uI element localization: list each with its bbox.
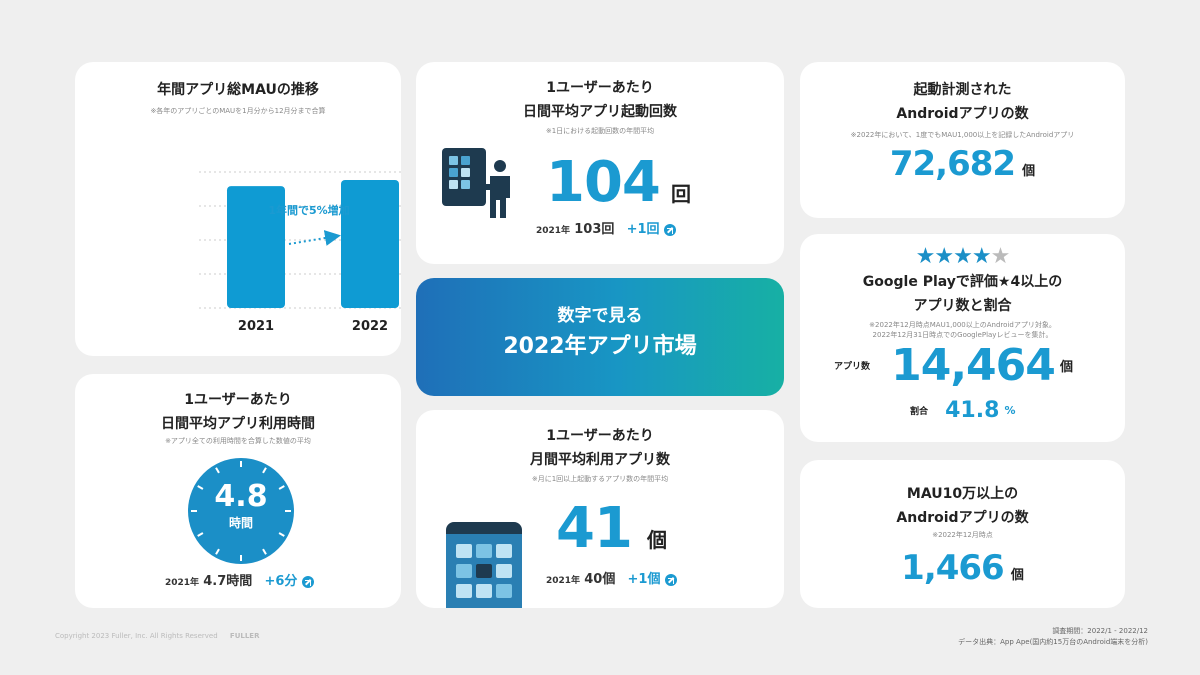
clock-tick [278, 532, 285, 537]
fuller-logo: FULLER [229, 632, 260, 640]
launches-value: 104 [546, 150, 661, 215]
android-launched-note: ※2022年において、1度でもMAU1,000以上を記録したAndroidアプリ [850, 131, 1075, 139]
launches-prev-year: 2021年 [536, 226, 571, 236]
launches-value-row: 104 回 [546, 150, 766, 215]
launches-title-2: 日間平均アプリ起動回数 [523, 104, 677, 120]
star-filled-icon: ★ [953, 244, 973, 269]
star-empty-icon: ★ [990, 244, 1011, 269]
android-launched-value: 72,682 [889, 144, 1016, 184]
monthly-prev-year: 2021年 [546, 576, 581, 586]
android-launched-title-2: Androidアプリの数 [896, 106, 1029, 122]
usage-time-card: 1ユーザーあたり 日間平均アプリ利用時間 ※アプリ全ての利用時間を合算した数値の… [75, 374, 401, 608]
clock-tick [197, 532, 204, 537]
launches-delta: +1回 [626, 222, 660, 237]
rating-card: ★★★★★ Google Playで評価★4以上の アプリ数と割合 ※2022年… [800, 234, 1125, 442]
data-source: データ出典：App Ape(国内約15万台のAndroid端末を分析) [958, 638, 1148, 646]
footer-copyright: Copyright 2023 Fuller, Inc. All Rights R… [55, 632, 259, 640]
star-filled-icon: ★ [934, 244, 954, 269]
rating-title-1: Google Playで評価★4以上の [862, 274, 1063, 290]
bar-2021 [227, 186, 285, 308]
rating-count-unit: 個 [1060, 360, 1074, 375]
monthly-apps-card: 1ユーザーあたり 月間平均利用アプリ数 ※月に1回以上起動するアプリ数の年間平均… [416, 410, 784, 608]
monthly-title-1: 1ユーザーあたり [546, 428, 654, 444]
usage-prev-value: 4.7時間 [203, 574, 253, 589]
rating-count-row: アプリ数 14,464 個 [834, 340, 1073, 391]
mau100k-card: MAU10万以上の Androidアプリの数 ※2022年12月時点 1,466… [800, 460, 1125, 608]
launches-compare: 2021年 103回 +1回 [536, 218, 676, 237]
rating-count-label: アプリ数 [834, 362, 871, 372]
rating-stars: ★★★★★ [800, 246, 1125, 268]
mau100k-title-1: MAU10万以上の [906, 486, 1019, 502]
app-grid-icon [446, 522, 522, 608]
banner-line-1: 数字で見る [557, 306, 643, 326]
usage-value: 4.8 [214, 479, 268, 514]
usage-note: ※アプリ全ての利用時間を合算した数値の平均 [165, 437, 311, 445]
summary-banner: 数字で見る 2022年アプリ市場 [416, 278, 784, 396]
clock-tick [197, 485, 204, 490]
footer-meta: 調査期間：2022/1 - 2022/12 データ出典：App Ape(国内約1… [958, 626, 1148, 648]
usage-title-1: 1ユーザーあたり [184, 392, 292, 408]
monthly-value: 41 [556, 496, 633, 561]
up-arrow-icon [664, 573, 677, 586]
monthly-value-row: 41 個 [556, 496, 667, 561]
mau-note: ※各年のアプリごとのMAUを1月分から12月分まで合算 [150, 107, 326, 115]
android-launched-value-row: 72,682 個 [800, 144, 1125, 184]
android-launched-card: 起動計測された Androidアプリの数 ※2022年において、1度でもMAU1… [800, 62, 1125, 218]
banner-line-2: 2022年アプリ市場 [503, 334, 697, 359]
rating-note-1: ※2022年12月時点MAU1,000以上のAndroidアプリ対象。 [869, 321, 1056, 329]
monthly-note: ※月に1回以上起動するアプリ数の年間平均 [531, 475, 669, 483]
launches-note: ※1日における起動回数の年間平均 [545, 127, 655, 135]
tablet-person-icon [442, 148, 510, 218]
rating-ratio: 41.8 [945, 398, 1000, 423]
usage-title-2: 日間平均アプリ利用時間 [161, 416, 315, 432]
clock-icon: 4.8 時間 [188, 458, 294, 564]
clock-tick [278, 485, 285, 490]
rating-note-2: 2022年12月31日時点でのGooglePlayレビューを集計。 [872, 331, 1053, 339]
clock-tick [262, 467, 267, 474]
android-launched-title-1: 起動計測された [913, 82, 1012, 98]
monthly-unit: 個 [647, 528, 668, 552]
mau100k-value: 1,466 [901, 548, 1005, 588]
clock-tick [215, 548, 220, 555]
launches-title-1: 1ユーザーあたり [546, 80, 654, 96]
clock-tick [215, 467, 220, 474]
android-launched-unit: 個 [1022, 164, 1036, 179]
growth-label: 1年間で5%増加 [268, 203, 349, 217]
rating-ratio-unit: % [1004, 404, 1016, 417]
copyright-text: Copyright 2023 Fuller, Inc. All Rights R… [55, 632, 218, 640]
rating-ratio-row: 割合 41.8 % [910, 398, 1016, 423]
rating-ratio-label: 割合 [910, 407, 929, 417]
x-tick-label: 2022 [352, 319, 388, 334]
mau-title: 年間アプリ総MAUの推移 [157, 82, 319, 98]
x-tick-label: 2021 [238, 319, 274, 334]
clock-tick [262, 548, 267, 555]
growth-arrow [288, 230, 341, 246]
usage-unit: 時間 [228, 516, 253, 530]
star-filled-icon: ★ [915, 244, 936, 269]
launches-prev-value: 103回 [574, 222, 615, 237]
star-filled-icon: ★ [971, 244, 992, 269]
survey-period: 調査期間：2022/1 - 2022/12 [1052, 627, 1148, 635]
usage-compare: 2021年 4.7時間 +6分 [165, 570, 314, 589]
monthly-delta: +1個 [627, 572, 661, 587]
mau100k-value-row: 1,466 個 [800, 548, 1125, 588]
mau100k-unit: 個 [1010, 568, 1024, 583]
mau-card: 年間アプリ総MAUの推移 ※各年のアプリごとのMAUを1月分から12月分まで合算… [75, 62, 401, 356]
mau100k-title-2: Androidアプリの数 [896, 510, 1029, 526]
rating-title-2: アプリ数と割合 [913, 298, 1012, 314]
mau-chart: 2021 2022 1年間で5%増加 [199, 171, 401, 334]
up-arrow-icon [663, 223, 676, 236]
monthly-prev-value: 40個 [584, 572, 616, 587]
monthly-title-2: 月間平均利用アプリ数 [530, 452, 670, 468]
up-arrow-icon [301, 575, 314, 588]
usage-prev-year: 2021年 [165, 578, 200, 588]
bar-2022 [341, 180, 399, 308]
launches-unit: 回 [671, 182, 691, 206]
usage-delta: +6分 [264, 574, 298, 589]
rating-count: 14,464 [891, 340, 1056, 391]
monthly-compare: 2021年 40個 +1個 [546, 568, 677, 587]
launches-card: 1ユーザーあたり 日間平均アプリ起動回数 ※1日における起動回数の年間平均 10… [416, 62, 784, 264]
mau100k-note: ※2022年12月時点 [932, 531, 993, 539]
